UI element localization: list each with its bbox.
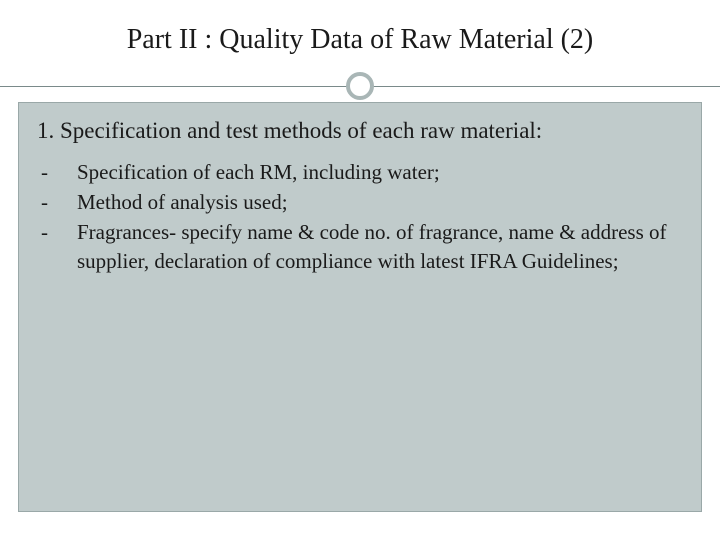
bullet-text: Method of analysis used; bbox=[77, 188, 683, 216]
bullet-text: Fragrances- specify name & code no. of f… bbox=[77, 218, 683, 275]
title-area: Part II : Quality Data of Raw Material (… bbox=[0, 0, 720, 72]
bullet-mark: - bbox=[41, 158, 77, 186]
list-item: - Specification of each RM, including wa… bbox=[41, 158, 683, 186]
divider-circle-icon bbox=[346, 72, 374, 100]
content-panel: 1. Specification and test methods of eac… bbox=[18, 102, 702, 512]
section-heading: 1. Specification and test methods of eac… bbox=[37, 117, 683, 146]
bullet-mark: - bbox=[41, 188, 77, 216]
list-item: - Fragrances- specify name & code no. of… bbox=[41, 218, 683, 275]
bullet-text: Specification of each RM, including wate… bbox=[77, 158, 683, 186]
bullet-mark: - bbox=[41, 218, 77, 275]
list-item: - Method of analysis used; bbox=[41, 188, 683, 216]
title-divider bbox=[0, 72, 720, 102]
slide: Part II : Quality Data of Raw Material (… bbox=[0, 0, 720, 540]
bullet-list: - Specification of each RM, including wa… bbox=[37, 158, 683, 275]
slide-title: Part II : Quality Data of Raw Material (… bbox=[40, 24, 680, 56]
